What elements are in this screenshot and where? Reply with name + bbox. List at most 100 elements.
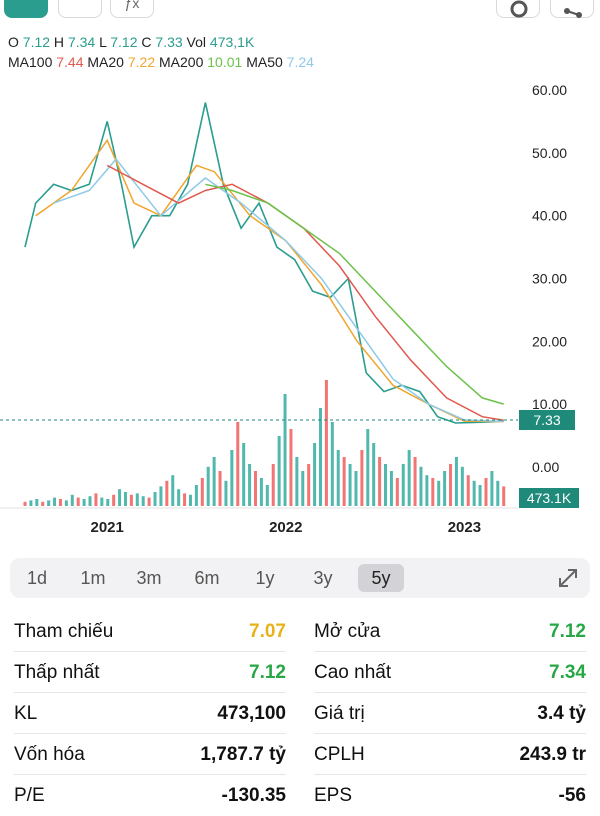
volume-bar (47, 500, 51, 506)
volume-bar (490, 471, 494, 506)
indicator-button[interactable]: ƒx (110, 0, 154, 18)
settings-button[interactable] (496, 0, 540, 18)
x-tick-label: 2023 (448, 519, 481, 536)
volume-bar (360, 450, 364, 506)
stat-shares-outstanding: CPLH 243.9 tr (314, 735, 586, 775)
range-3y[interactable]: 3y (313, 568, 333, 588)
low-label: L (99, 34, 107, 50)
volume-bar (265, 485, 269, 506)
high-label: H (53, 34, 65, 50)
ma-row: MA100 7.44 MA20 7.22 MA200 10.01 MA50 7.… (8, 52, 314, 72)
high-value: 7.34 (67, 34, 96, 50)
stat-value: 7.07 (249, 621, 286, 642)
ma200-value: 10.01 (207, 54, 243, 70)
last-volume-label: 473.1K (527, 490, 572, 506)
stat-value: 7.34 (549, 662, 586, 683)
volume-bar (88, 496, 92, 506)
range-1m[interactable]: 1m (80, 568, 106, 588)
volume-bar (242, 443, 246, 506)
volume-bar (443, 471, 447, 506)
chart-type-button[interactable] (4, 0, 48, 18)
stat-value: 243.9 tr (519, 744, 586, 765)
ma20-label: MA20 (87, 54, 124, 70)
ma20-value: 7.22 (127, 54, 156, 70)
volume-bar (129, 494, 133, 506)
stat-label: Vốn hóa (14, 744, 85, 765)
volume-bar (183, 493, 187, 506)
volume-bar (171, 475, 175, 506)
volume-bar (413, 457, 417, 506)
volume-bar (277, 436, 281, 506)
volume-bars (23, 380, 506, 506)
stat-label: Mở cửa (314, 621, 381, 642)
volume-bar (70, 494, 74, 506)
share-button[interactable] (550, 0, 594, 18)
volume-bar (41, 501, 45, 506)
volume-bar (395, 478, 399, 506)
volume-bar (106, 499, 110, 506)
volume-bar (301, 471, 305, 506)
range-5y[interactable]: 5y (358, 564, 404, 592)
stat-value: 3.4 tỷ (537, 703, 586, 724)
stat-market-cap: Vốn hóa 1,787.7 tỷ (14, 735, 286, 775)
volume-bar (271, 464, 275, 506)
volume-bar (35, 499, 39, 506)
volume-label: Vol (186, 34, 207, 50)
volume-bar (236, 422, 240, 506)
volume-bar (94, 493, 98, 506)
volume-bar (159, 486, 163, 506)
y-tick-label: 20.00 (532, 333, 567, 349)
volume-bar (200, 478, 204, 506)
last-price-badge (519, 410, 575, 430)
candlestick-button[interactable] (58, 0, 102, 18)
volume-bar (206, 466, 210, 506)
stat-eps: EPS -56 (314, 776, 586, 816)
ma50-value: 7.24 (286, 54, 314, 70)
volume-bar (29, 500, 33, 506)
open-value: 7.12 (22, 34, 51, 50)
volume-bar (100, 497, 104, 506)
stat-label: Tham chiếu (14, 621, 114, 642)
volume-bar (289, 429, 293, 506)
range-selector: 1d 1m 3m 6m 1y 3y 5y (10, 558, 590, 598)
volume-bar (248, 464, 252, 506)
stat-pe: P/E -130.35 (14, 776, 286, 816)
volume-bar (53, 497, 57, 506)
expand-icon[interactable] (554, 564, 582, 592)
range-3m[interactable]: 3m (136, 568, 162, 588)
series-line-ma100 (106, 164, 504, 422)
range-1d[interactable]: 1d (26, 568, 48, 588)
stat-label: EPS (314, 785, 353, 806)
volume-bar (295, 457, 299, 506)
stat-value: -56 (558, 785, 586, 806)
volume-bar (153, 492, 157, 506)
ohlc-row: O 7.12 H 7.34 L 7.12 C 7.33 Vol 473,1K (8, 32, 314, 52)
y-axis-ticks: 60.00 50.00 40.00 30.00 20.00 10.00 0.00 (532, 82, 567, 475)
volume-bar (194, 485, 198, 506)
last-price-label: 7.33 (533, 412, 560, 428)
volume-bar (259, 478, 263, 506)
y-tick-label: 60.00 (532, 82, 567, 98)
y-tick-label: 0.00 (532, 459, 559, 475)
stat-value: 1,787.7 tỷ (200, 744, 286, 765)
y-tick-label: 30.00 (532, 271, 567, 287)
volume-bar (112, 494, 116, 506)
volume-bar (165, 480, 169, 506)
x-axis-ticks: 2021 2022 2023 (90, 519, 481, 536)
y-tick-label: 50.00 (532, 145, 567, 161)
stat-value: 7.12 (549, 621, 586, 642)
stat-value: -130.35 (221, 785, 286, 806)
volume-bar (389, 471, 393, 506)
volume-bar (188, 494, 192, 506)
series-line-ma200 (205, 183, 504, 405)
range-6m[interactable]: 6m (194, 568, 220, 588)
volume-bar (135, 493, 139, 506)
x-tick-label: 2022 (269, 519, 302, 536)
volume-bar (58, 499, 62, 506)
stat-trade-value: Giá trị 3.4 tỷ (314, 694, 586, 734)
volume-bar (212, 457, 216, 506)
volume-bar (147, 497, 151, 506)
volume-bar (218, 471, 222, 506)
range-1y[interactable]: 1y (255, 568, 275, 588)
